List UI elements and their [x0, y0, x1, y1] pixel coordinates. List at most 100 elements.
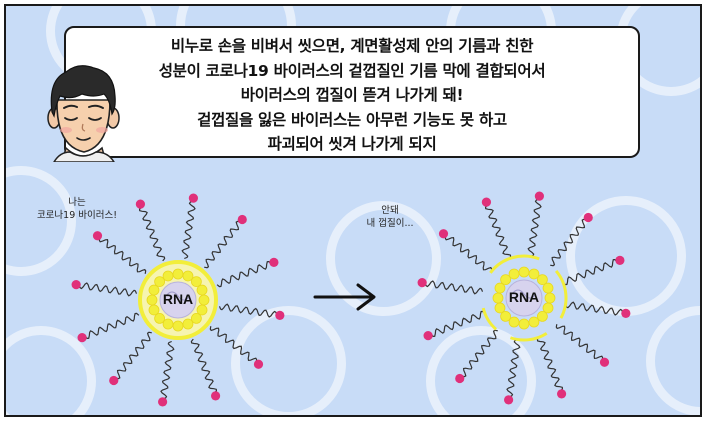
lipid-bead	[542, 302, 554, 314]
spike-tip	[438, 229, 449, 239]
left-virus-speech-line: 코로나19 바이러스!	[36, 210, 118, 221]
left-virus	[71, 193, 285, 407]
lipid-bead	[172, 268, 184, 280]
lipid-bead	[196, 304, 208, 316]
spike-stalk	[506, 338, 521, 398]
spike-stalk	[190, 338, 218, 394]
spike-stalk	[484, 204, 512, 260]
spike-stalk	[550, 218, 587, 267]
envelope-fragment	[509, 332, 548, 342]
lipid-bead	[162, 318, 174, 330]
spike-tip	[237, 214, 247, 225]
spike-tip	[92, 231, 103, 241]
spike-stalk	[527, 198, 542, 258]
spike-stalk	[555, 324, 604, 361]
spike-tip	[269, 257, 279, 268]
bubble-line: 파괴되어 씻겨 나가게 되지	[267, 135, 437, 153]
spike-tip	[455, 373, 465, 384]
spike-tip	[534, 191, 544, 201]
left-virus-speech-line: 나는	[68, 197, 86, 208]
lipid-bead	[518, 318, 530, 330]
spike-stalk	[424, 280, 484, 295]
lipid-bead	[536, 310, 548, 322]
speech-bubble: 비누로 손을 비벼서 씻으면, 계면활성제 안의 기름과 친한 성분이 코로나1…	[64, 26, 640, 158]
spike-tip	[135, 199, 146, 209]
spike-tip	[504, 395, 514, 405]
spike-stalk	[536, 336, 564, 392]
spike-tip	[583, 212, 593, 223]
spike-stalk	[216, 260, 272, 288]
spike-stalk	[461, 329, 498, 378]
lipid-bead	[508, 316, 520, 328]
spike-stalk	[218, 303, 278, 318]
spike-stalk	[84, 312, 140, 340]
spike-tip	[481, 197, 492, 207]
spike-tip	[109, 375, 119, 386]
lipid-bead	[528, 316, 540, 328]
left-rna-label: RNA	[163, 291, 193, 307]
spike-stalk	[160, 340, 175, 400]
spike-tip	[423, 330, 433, 341]
spike-tip	[77, 332, 87, 343]
spike-stalk	[444, 235, 493, 272]
lipid-bead	[544, 292, 556, 304]
rna-core	[159, 281, 197, 319]
lipid-bead	[148, 284, 160, 296]
character-face	[47, 65, 120, 162]
right-virus-speech-line: 내 껍질이...	[366, 218, 414, 229]
left-virus-speech: 나는 코로나19 바이러스!	[22, 196, 132, 222]
background-ring	[326, 201, 441, 316]
spike-stalk	[562, 258, 618, 286]
spike-stalk	[115, 331, 152, 380]
background-ring	[231, 306, 346, 415]
lipid-bead	[494, 282, 506, 294]
background-ring	[6, 166, 76, 276]
lipid-bead	[536, 274, 548, 286]
right-virus-speech: 안돼 내 껍질이...	[350, 204, 430, 230]
envelope-fragment	[554, 269, 568, 319]
lipid-bead	[162, 270, 174, 282]
lipid-bead	[172, 320, 184, 332]
lipid-bead	[492, 292, 504, 304]
spike-tip	[158, 397, 168, 407]
lipid-bead	[154, 276, 166, 288]
rna-strand	[511, 289, 537, 299]
spike-stalk	[78, 282, 138, 297]
right-virus-speech-line: 안돼	[381, 205, 399, 216]
right-rna-label: RNA	[509, 289, 539, 305]
lipid-bead	[154, 312, 166, 324]
spike-tip	[188, 193, 198, 203]
spike-tip	[275, 310, 285, 320]
spike-tip	[417, 278, 427, 288]
rna-strand	[165, 291, 191, 301]
lipid-bead	[528, 268, 540, 280]
bubble-line: 겉껍질을 잃은 바이러스는 아무런 기능도 못 하고	[197, 110, 507, 129]
spike-stalk	[564, 301, 624, 316]
arrow	[313, 283, 376, 311]
lipid-bead	[148, 304, 160, 316]
spike-stalk	[181, 200, 196, 260]
spike-tip	[253, 359, 264, 369]
spike-tip	[599, 357, 610, 367]
bubble-line: 성분이 코로나19 바이러스의 겉껍질인 기름 막에 결합되어서	[158, 61, 546, 80]
spike-tip	[615, 255, 625, 266]
lipid-bead	[500, 310, 512, 322]
rna-core	[505, 279, 543, 317]
spike-stalk	[98, 237, 147, 274]
background-ring	[426, 326, 536, 415]
envelope-fragment	[489, 254, 540, 274]
spike-stalk	[209, 326, 258, 363]
spike-stalk	[138, 206, 166, 262]
lipid-bead	[494, 302, 506, 314]
spike-tip	[621, 308, 631, 318]
spike-stalk	[204, 220, 241, 269]
lipid-bead	[190, 312, 202, 324]
spike-tip	[71, 280, 81, 290]
lipid-bead	[182, 270, 194, 282]
bubble-line: 비누로 손을 비벼서 씻으면, 계면활성제 안의 기름과 친한	[170, 37, 534, 55]
lipid-bead	[146, 294, 158, 306]
spike-tip	[556, 389, 567, 399]
spike-tip	[210, 391, 221, 401]
lipid-bead	[518, 266, 530, 278]
